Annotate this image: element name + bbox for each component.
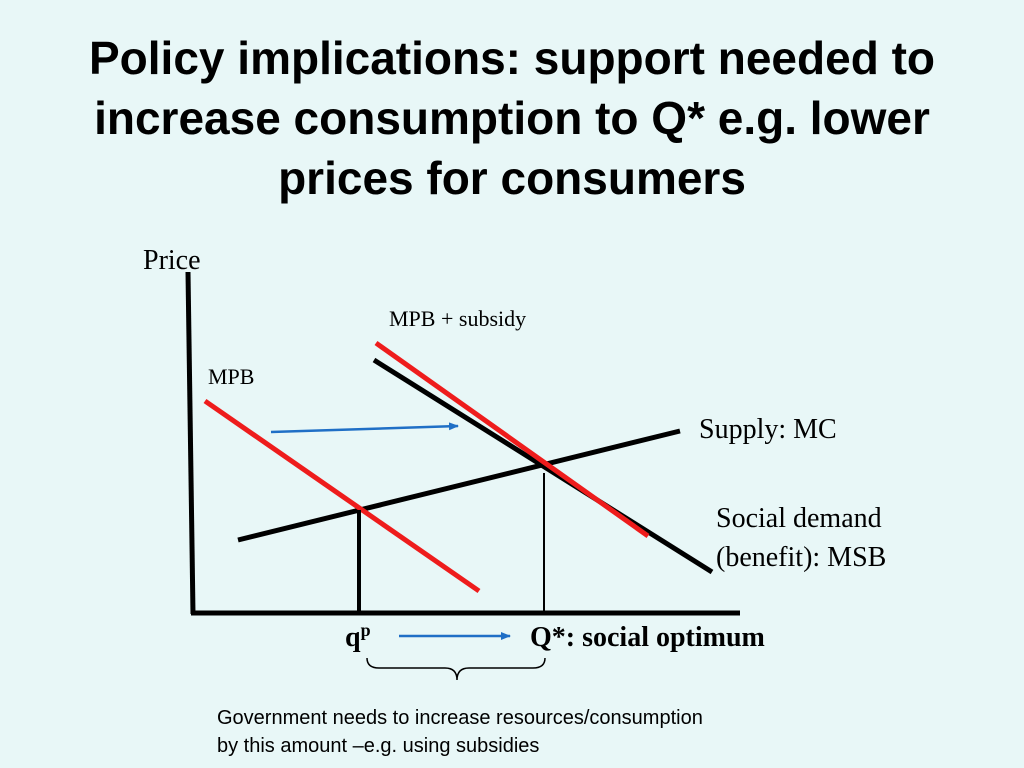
qp-label: qp	[345, 620, 371, 653]
footnote: Government needs to increase resources/c…	[217, 704, 857, 760]
mpb-subsidy-label: MPB + subsidy	[389, 306, 526, 331]
mpb-subsidy-curve	[374, 340, 650, 539]
msb-label-line2: (benefit): MSB	[716, 542, 886, 573]
slide-title: Policy implications: support needed to i…	[89, 32, 935, 204]
supply-label: Supply: MC	[699, 414, 837, 445]
mpb-curve	[203, 398, 481, 594]
price-axis-label: Price	[143, 245, 201, 276]
footnote-line1: Government needs to increase resources/c…	[217, 707, 703, 729]
qp-label-superscript: p	[361, 620, 371, 640]
supply-mc-curve	[237, 428, 681, 543]
msb-label-line1: Social demand	[716, 503, 882, 534]
y-axis	[185, 271, 196, 615]
msb-curve	[372, 357, 714, 575]
demand-shift-arrow	[270, 422, 459, 434]
qstar-label: Q*: social optimum	[530, 622, 765, 653]
mpb-label: MPB	[208, 364, 254, 389]
quantity-brace	[366, 657, 546, 681]
footnote-line2: by this amount –e.g. using subsidies	[217, 735, 540, 757]
